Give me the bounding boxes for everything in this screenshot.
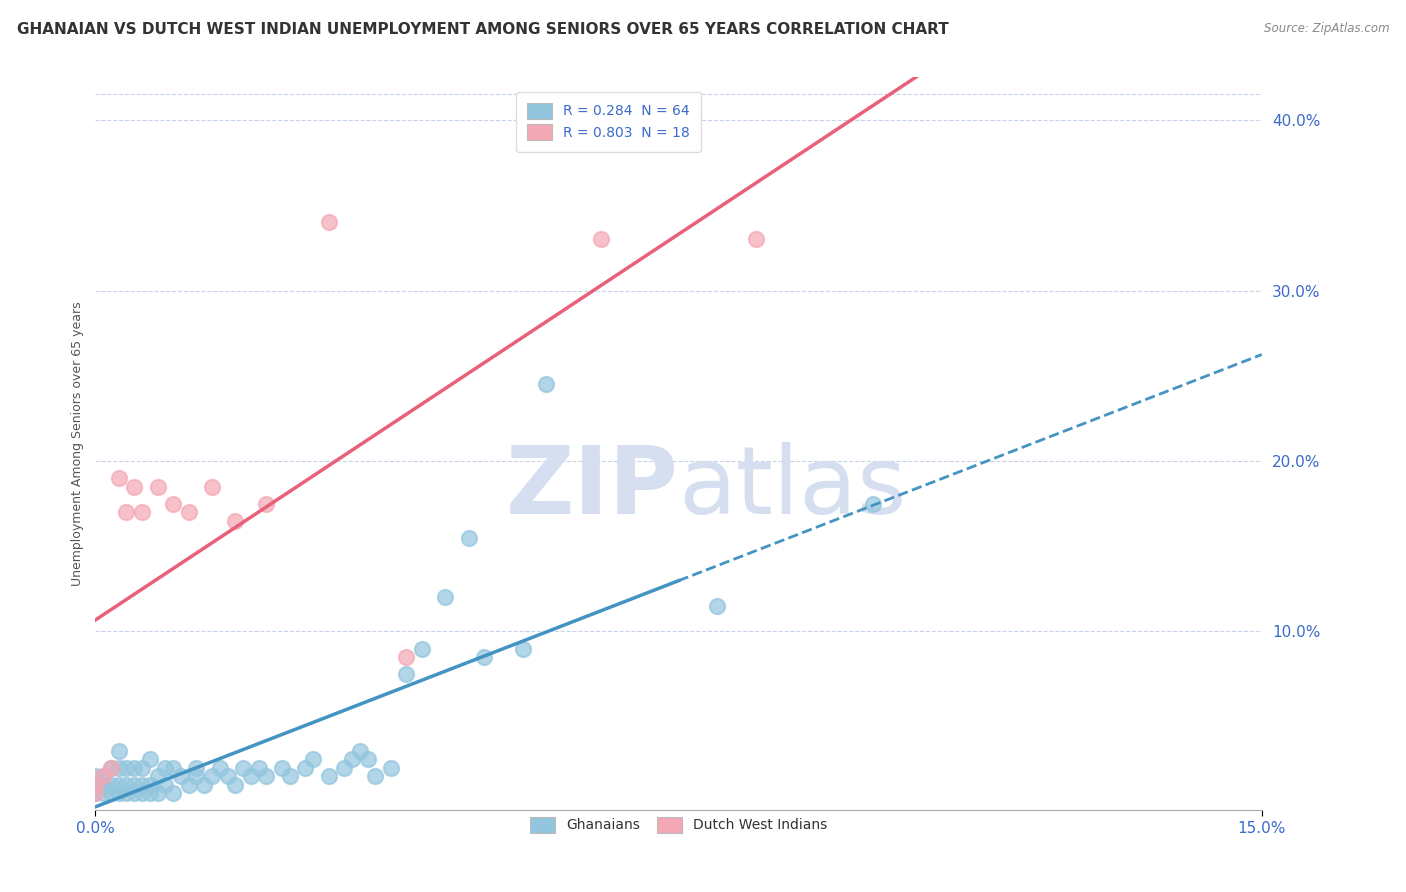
Legend: Ghanaians, Dutch West Indians: Ghanaians, Dutch West Indians	[519, 805, 838, 844]
Point	[131, 505, 153, 519]
Point	[706, 599, 728, 613]
Point	[201, 769, 224, 783]
Point	[107, 778, 129, 792]
Point	[318, 769, 340, 783]
Point	[177, 505, 200, 519]
Point	[84, 778, 107, 792]
Point	[91, 778, 114, 792]
Point	[186, 769, 208, 783]
Point	[239, 769, 262, 783]
Point	[107, 471, 129, 485]
Point	[84, 787, 107, 801]
Point	[224, 514, 246, 528]
Point	[411, 641, 433, 656]
Point	[349, 744, 371, 758]
Text: Source: ZipAtlas.com: Source: ZipAtlas.com	[1264, 22, 1389, 36]
Point	[254, 769, 277, 783]
Point	[146, 769, 169, 783]
Point	[122, 479, 145, 493]
Point	[162, 787, 184, 801]
Point	[340, 752, 363, 766]
Point	[139, 787, 162, 801]
Point	[294, 761, 316, 775]
Point	[162, 497, 184, 511]
Point	[434, 591, 457, 605]
Point	[193, 778, 215, 792]
Point	[91, 769, 114, 783]
Point	[139, 752, 162, 766]
Point	[131, 761, 153, 775]
Point	[364, 769, 387, 783]
Point	[247, 761, 270, 775]
Point	[254, 497, 277, 511]
Point	[278, 769, 301, 783]
Point	[100, 787, 122, 801]
Point	[91, 769, 114, 783]
Point	[536, 377, 558, 392]
Point	[115, 761, 138, 775]
Point	[84, 778, 107, 792]
Point	[115, 778, 138, 792]
Point	[589, 232, 612, 246]
Point	[745, 232, 768, 246]
Point	[146, 787, 169, 801]
Point	[100, 761, 122, 775]
Point	[186, 761, 208, 775]
Point	[155, 761, 177, 775]
Point	[146, 479, 169, 493]
Point	[302, 752, 325, 766]
Point	[84, 787, 107, 801]
Point	[862, 497, 884, 511]
Point	[232, 761, 254, 775]
Point	[224, 778, 246, 792]
Point	[91, 787, 114, 801]
Point	[155, 778, 177, 792]
Point	[170, 769, 193, 783]
Point	[100, 761, 122, 775]
Point	[162, 761, 184, 775]
Point	[122, 787, 145, 801]
Point	[356, 752, 378, 766]
Point	[131, 778, 153, 792]
Point	[217, 769, 239, 783]
Point	[395, 650, 418, 665]
Point	[84, 769, 107, 783]
Point	[131, 787, 153, 801]
Point	[107, 787, 129, 801]
Point	[115, 787, 138, 801]
Point	[380, 761, 402, 775]
Point	[201, 479, 224, 493]
Point	[318, 215, 340, 229]
Point	[472, 650, 495, 665]
Text: atlas: atlas	[679, 442, 907, 534]
Point	[333, 761, 356, 775]
Point	[115, 505, 138, 519]
Point	[208, 761, 231, 775]
Y-axis label: Unemployment Among Seniors over 65 years: Unemployment Among Seniors over 65 years	[72, 301, 84, 586]
Point	[122, 778, 145, 792]
Point	[107, 744, 129, 758]
Point	[395, 667, 418, 681]
Point	[107, 761, 129, 775]
Point	[457, 531, 479, 545]
Point	[139, 778, 162, 792]
Point	[122, 761, 145, 775]
Point	[271, 761, 294, 775]
Point	[100, 778, 122, 792]
Point	[177, 778, 200, 792]
Text: GHANAIAN VS DUTCH WEST INDIAN UNEMPLOYMENT AMONG SENIORS OVER 65 YEARS CORRELATI: GHANAIAN VS DUTCH WEST INDIAN UNEMPLOYME…	[17, 22, 949, 37]
Point	[512, 641, 534, 656]
Text: ZIP: ZIP	[506, 442, 679, 534]
